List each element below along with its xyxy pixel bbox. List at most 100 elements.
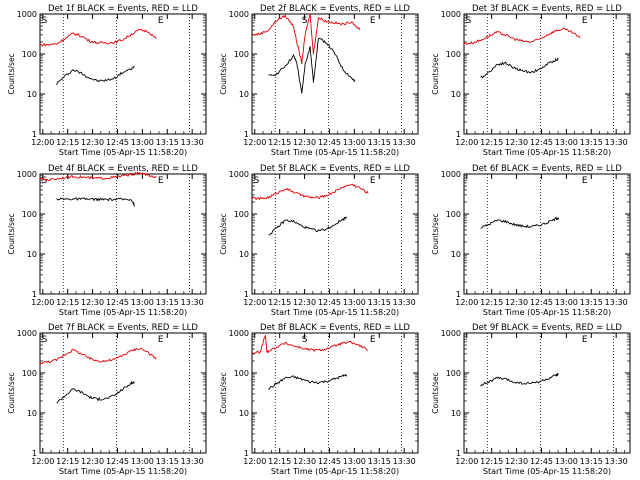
y-tick-label: 10 xyxy=(239,90,249,99)
x-tick-label: 13:15 xyxy=(580,457,603,466)
series-line-events xyxy=(480,216,560,229)
x-tick-label: 13:00 xyxy=(343,298,366,307)
plot-frame xyxy=(39,332,207,454)
y-tick-label: 10 xyxy=(27,409,37,418)
plot-frame xyxy=(39,173,207,295)
chart-panel-4: Det 4f BLACK = Events, RED = LLD 1 10 100 10… xyxy=(7,164,207,317)
x-tick-label: 13:00 xyxy=(131,457,154,466)
y-tick-label: 10 xyxy=(27,90,37,99)
x-tick-label: 12:15 xyxy=(56,457,79,466)
x-tick-label: 13:30 xyxy=(605,298,628,307)
series-line-lld xyxy=(251,183,369,201)
x-tick-label: 12:00 xyxy=(455,457,478,466)
x-tick-label: 13:00 xyxy=(131,138,154,147)
x-axis-label: Start Time (05-Apr-15 11:58:20) xyxy=(271,308,399,317)
start-marker: S xyxy=(254,176,260,186)
x-tick-label: 13:30 xyxy=(181,298,204,307)
chart-title: Det 7f BLACK = Events, RED = LLD xyxy=(48,323,198,333)
x-axis-label: Start Time (05-Apr-15 11:58:20) xyxy=(59,308,187,317)
y-tick-label: 1 xyxy=(32,130,37,139)
y-axis-label: Counts/sec xyxy=(431,372,440,413)
series-line-lld xyxy=(39,28,157,47)
x-tick-label: 12:30 xyxy=(505,298,528,307)
y-tick-label: 1000 xyxy=(441,10,461,19)
x-tick-label: 12:15 xyxy=(56,138,79,147)
x-tick-label: 12:30 xyxy=(505,138,528,147)
y-tick-label: 100 xyxy=(234,50,249,59)
y-tick-label: 100 xyxy=(22,50,37,59)
x-tick-label: 13:00 xyxy=(131,298,154,307)
end-marker: E xyxy=(582,16,588,26)
chart-panel-2: Det 2f BLACK = Events, RED = LLD 1 10 100 10… xyxy=(219,4,419,157)
x-tick-label: 12:45 xyxy=(106,457,129,466)
x-tick-label: 12:30 xyxy=(81,298,104,307)
y-axis-label: Counts/sec xyxy=(431,53,440,94)
x-tick-label: 13:00 xyxy=(555,138,578,147)
y-tick-label: 100 xyxy=(22,210,37,219)
y-tick-label: 1000 xyxy=(441,329,461,338)
chart-title: Det 1f BLACK = Events, RED = LLD xyxy=(48,4,198,14)
y-tick-label: 100 xyxy=(234,210,249,219)
x-tick-label: 12:15 xyxy=(268,298,291,307)
x-tick-label: 13:15 xyxy=(156,457,179,466)
x-tick-label: 12:45 xyxy=(530,457,553,466)
y-tick-label: 1 xyxy=(244,130,249,139)
x-tick-label: 13:15 xyxy=(368,138,391,147)
y-tick-label: 1000 xyxy=(229,170,249,179)
x-tick-label: 12:00 xyxy=(243,457,266,466)
series-line-events xyxy=(56,66,135,85)
x-tick-label: 12:00 xyxy=(31,298,54,307)
x-tick-label: 13:00 xyxy=(343,457,366,466)
x-axis-label: Start Time (05-Apr-15 11:58:20) xyxy=(483,308,611,317)
x-tick-label: 13:15 xyxy=(156,298,179,307)
end-marker: E xyxy=(582,335,588,345)
start-marker: S xyxy=(42,16,48,26)
chart-title: Det 8f BLACK = Events, RED = LLD xyxy=(260,323,410,333)
y-tick-label: 1 xyxy=(456,449,461,458)
x-axis-label: Start Time (05-Apr-15 11:58:20) xyxy=(59,148,187,157)
chart-title: Det 9f BLACK = Events, RED = LLD xyxy=(472,323,622,333)
y-tick-label: 100 xyxy=(446,210,461,219)
x-axis-label: Start Time (05-Apr-15 11:58:20) xyxy=(59,467,187,476)
series-line-events xyxy=(268,37,356,94)
end-marker: E xyxy=(370,176,376,186)
x-axis-label: Start Time (05-Apr-15 11:58:20) xyxy=(483,467,611,476)
y-axis-label: Counts/sec xyxy=(431,213,440,254)
series-line-events xyxy=(480,372,559,387)
chart-panel-7: Det 7f BLACK = Events, RED = LLD 1 10 100 10… xyxy=(7,323,207,476)
x-tick-label: 12:45 xyxy=(318,457,341,466)
y-axis-label: Counts/sec xyxy=(219,213,228,254)
end-marker: E xyxy=(370,16,376,26)
chart-title: Det 5f BLACK = Events, RED = LLD xyxy=(260,164,410,174)
end-marker: E xyxy=(370,335,376,345)
y-tick-label: 1000 xyxy=(229,329,249,338)
end-marker: E xyxy=(158,16,164,26)
x-tick-label: 12:30 xyxy=(81,138,104,147)
chart-panel-6: Det 6f BLACK = Events, RED = LLD 1 10 100 10… xyxy=(431,164,631,317)
chart-title: Det 6f BLACK = Events, RED = LLD xyxy=(472,164,622,174)
x-tick-label: 12:30 xyxy=(293,138,316,147)
x-tick-label: 12:45 xyxy=(530,298,553,307)
x-axis-label: Start Time (05-Apr-15 11:58:20) xyxy=(483,148,611,157)
series-line-events xyxy=(268,216,347,236)
plot-frame xyxy=(251,173,419,295)
x-tick-label: 12:00 xyxy=(455,298,478,307)
end-marker: E xyxy=(158,176,164,186)
x-tick-label: 13:00 xyxy=(555,298,578,307)
chart-panel-9: Det 9f BLACK = Events, RED = LLD 1 10 100 10… xyxy=(431,323,631,476)
series-line-events xyxy=(268,373,348,391)
series-line-events xyxy=(56,197,135,207)
y-tick-label: 1000 xyxy=(229,10,249,19)
x-tick-label: 13:15 xyxy=(368,298,391,307)
x-tick-label: 12:45 xyxy=(106,298,129,307)
series-line-lld xyxy=(251,13,361,65)
y-tick-label: 10 xyxy=(451,250,461,259)
y-tick-label: 100 xyxy=(234,369,249,378)
series-line-lld xyxy=(463,27,581,45)
series-line-lld xyxy=(39,347,157,365)
x-tick-label: 13:30 xyxy=(393,457,416,466)
chart-panel-5: Det 5f BLACK = Events, RED = LLD 1 10 100 10… xyxy=(219,164,419,317)
series-line-events xyxy=(56,380,135,404)
